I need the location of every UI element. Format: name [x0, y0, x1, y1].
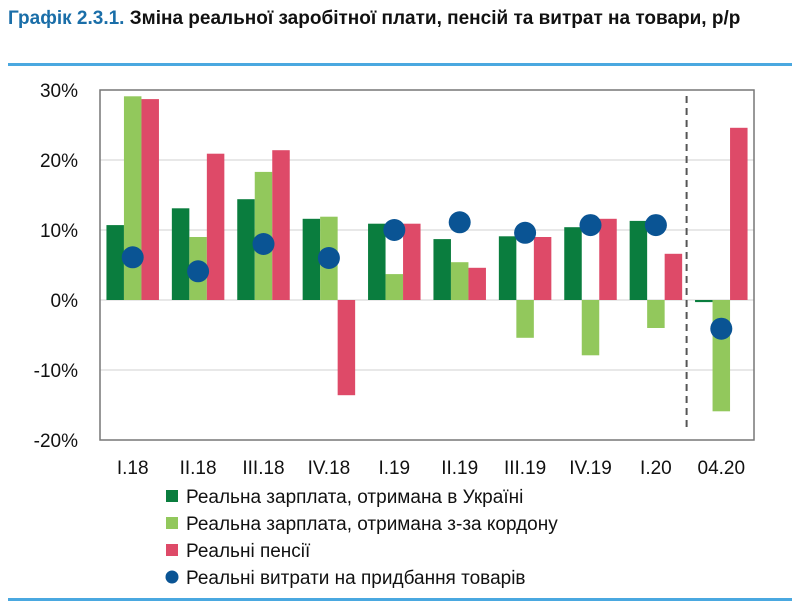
- x-tick-label: I.20: [640, 458, 672, 479]
- chart-title: Графік 2.3.1. Зміна реальної заробітної …: [8, 6, 788, 32]
- marker-point: [383, 219, 406, 241]
- bar: [712, 300, 731, 412]
- x-tick-label: I.18: [117, 458, 149, 479]
- bar: [272, 150, 290, 300]
- bar: [171, 208, 190, 300]
- bar: [141, 99, 159, 300]
- y-tick-label: 10%: [40, 221, 78, 242]
- bar: [433, 239, 451, 300]
- y-tick-label: 30%: [40, 81, 78, 102]
- bar: [564, 227, 582, 300]
- x-tick-label: I.19: [378, 458, 410, 479]
- bar: [302, 218, 321, 300]
- bar: [664, 253, 683, 300]
- legend-swatch: [166, 544, 178, 556]
- bar: [581, 300, 600, 356]
- marker-point: [448, 211, 471, 234]
- bar: [368, 223, 386, 300]
- title-rule: [8, 63, 792, 66]
- bar: [123, 96, 142, 300]
- y-tick-label: -10%: [34, 361, 78, 382]
- bar: [450, 262, 469, 300]
- bar: [695, 300, 713, 303]
- bar: [498, 236, 517, 300]
- legend-item: Реальна зарплата, отримана в Україні: [166, 487, 523, 508]
- y-tick-label: -20%: [34, 431, 78, 452]
- legend-item: Реальна зарплата, отримана з-за кордону: [166, 514, 558, 535]
- x-tick-label: III.19: [504, 458, 546, 479]
- marker-point: [514, 221, 537, 244]
- marker-point: [317, 247, 340, 269]
- bar: [385, 274, 404, 300]
- legend-swatch: [166, 490, 178, 502]
- legend-label: Реальні пенсії: [186, 541, 311, 562]
- bar: [468, 267, 486, 300]
- bar: [599, 218, 617, 300]
- bar: [629, 220, 648, 300]
- x-tick-label: III.18: [242, 458, 284, 479]
- x-tick-label: IV.19: [569, 458, 612, 479]
- marker-point: [579, 214, 602, 237]
- bar: [533, 237, 552, 300]
- marker-point: [187, 260, 210, 283]
- legend-swatch: [166, 517, 178, 529]
- y-tick-label: 0%: [51, 291, 79, 312]
- x-tick-label: IV.18: [308, 458, 351, 479]
- bar: [516, 300, 534, 338]
- chart-title-number: Графік 2.3.1.: [8, 8, 125, 29]
- bar: [730, 127, 748, 300]
- legend-label: Реальна зарплата, отримана в Україні: [186, 487, 523, 508]
- bar: [237, 199, 255, 300]
- chart-title-text: Зміна реальної заробітної плати, пенсій …: [129, 8, 741, 29]
- bar: [647, 300, 665, 328]
- legend-marker: [165, 570, 179, 584]
- x-tick-label: 04.20: [698, 458, 746, 479]
- legend-item: Реальні пенсії: [166, 541, 311, 562]
- x-tick-label: II.18: [180, 458, 217, 479]
- x-tick-label: II.19: [441, 458, 478, 479]
- bar: [403, 223, 421, 300]
- bar: [206, 153, 225, 300]
- plot-frame: [99, 89, 755, 441]
- y-tick-label: 20%: [40, 151, 78, 172]
- legend-label: Реальні витрати на придбання товарів: [186, 568, 526, 589]
- marker-point: [710, 317, 733, 340]
- marker-point: [121, 246, 144, 269]
- bar: [106, 225, 124, 300]
- legend-label: Реальна зарплата, отримана з-за кордону: [186, 514, 558, 535]
- bar: [337, 300, 356, 396]
- marker-point: [644, 214, 667, 237]
- legend-item: Реальні витрати на придбання товарів: [165, 568, 526, 589]
- bottom-rule: [8, 598, 792, 601]
- marker-point: [252, 233, 275, 255]
